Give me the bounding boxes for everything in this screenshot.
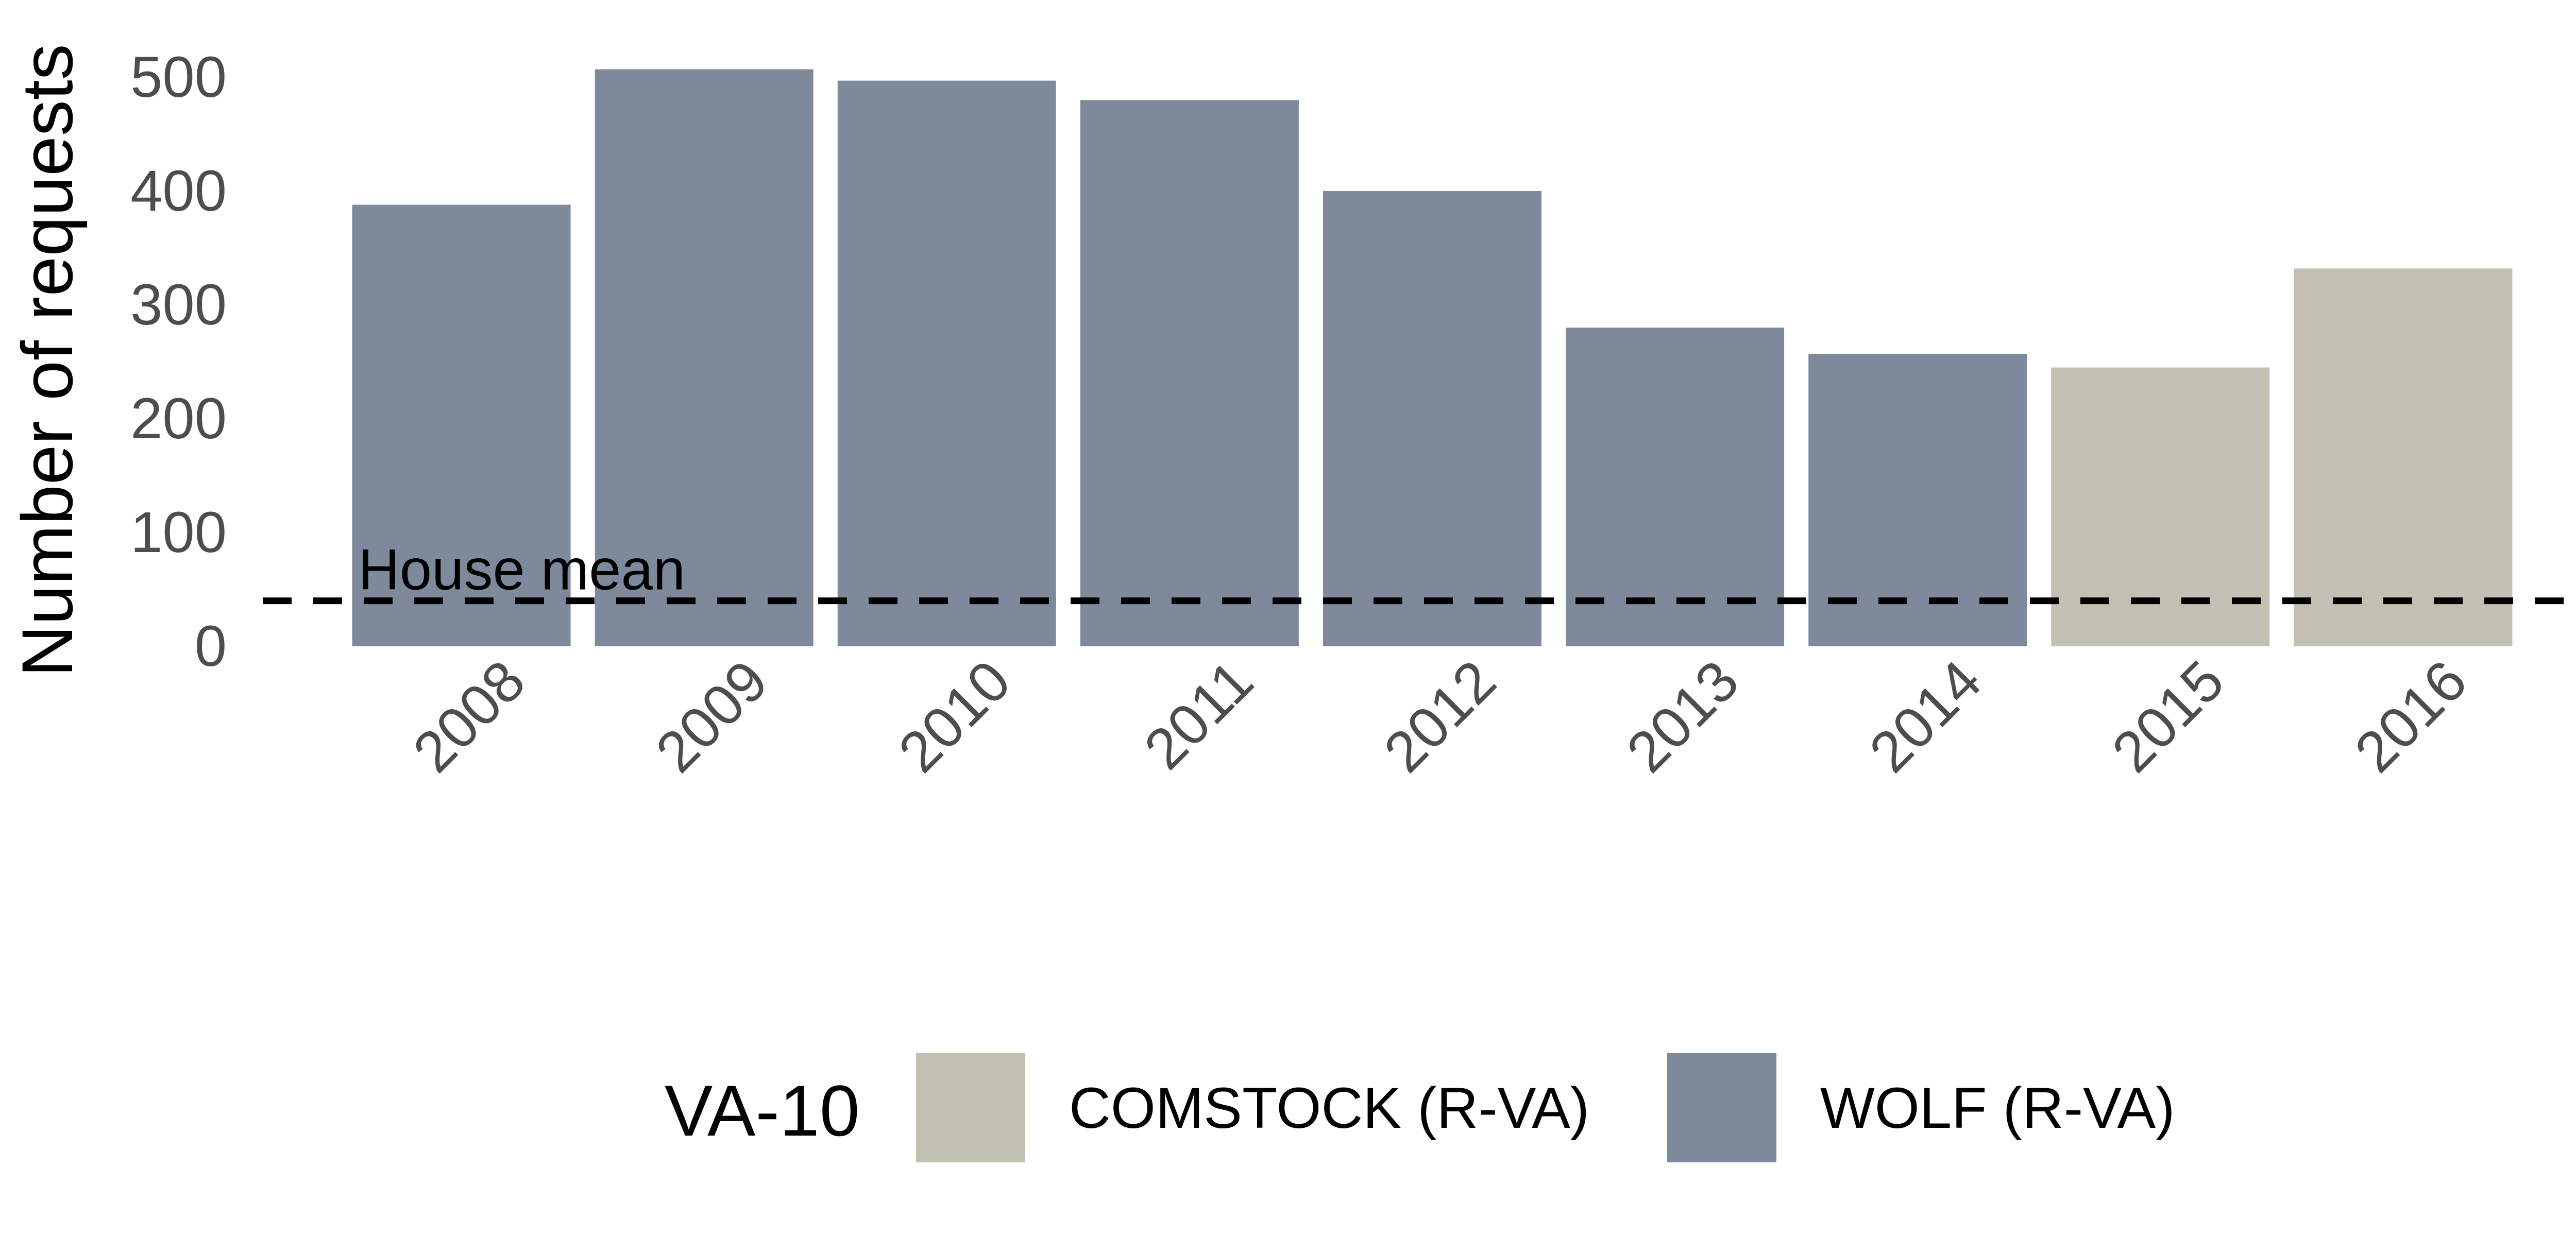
legend-label-wolf: WOLF (R-VA)	[1820, 1076, 2175, 1140]
y-tick-label-300: 300	[130, 272, 227, 337]
bar-2011	[1080, 100, 1299, 647]
bar-2009	[595, 69, 814, 646]
y-tick-label-200: 200	[130, 386, 227, 451]
x-tick-label-2015: 2015	[2100, 648, 2236, 785]
x-tick-labels: 2008 2009 2010 2011 2012 2013 2014 2015 2016	[401, 648, 2479, 785]
legend-title: VA-10	[665, 1070, 860, 1151]
bar-2008	[352, 204, 571, 646]
bar-2010	[837, 80, 1056, 646]
x-tick-label-2013: 2013	[1615, 648, 1751, 785]
bars-group	[352, 69, 2513, 647]
x-tick-label-2014: 2014	[1857, 648, 1994, 785]
x-tick-label-2016: 2016	[2343, 648, 2479, 785]
x-tick-label-2009: 2009	[643, 648, 780, 785]
legend-swatch-comstock	[916, 1053, 1025, 1162]
x-tick-label-2011: 2011	[1132, 648, 1265, 782]
y-tick-label-500: 500	[130, 45, 227, 109]
legend-swatch-wolf	[1667, 1053, 1776, 1162]
y-tick-label-0: 0	[195, 614, 227, 678]
y-tick-label-100: 100	[130, 500, 227, 564]
x-tick-label-2012: 2012	[1371, 648, 1508, 785]
legend-label-comstock: COMSTOCK (R-VA)	[1069, 1076, 1589, 1140]
legend: VA-10 COMSTOCK (R-VA) WOLF (R-VA)	[665, 1053, 2175, 1162]
bar-2016	[2294, 268, 2513, 646]
x-tick-label-2010: 2010	[886, 648, 1023, 785]
x-tick-label-2008: 2008	[401, 648, 537, 785]
y-tick-label-400: 400	[130, 159, 227, 223]
bar-2015	[2051, 367, 2270, 646]
bar-2012	[1323, 191, 1541, 646]
house-mean-label: House mean	[358, 538, 685, 602]
bar-2013	[1566, 328, 1785, 646]
y-tick-labels: 0 100 200 300 400 500	[130, 45, 227, 678]
y-axis-title: Number of requests	[7, 44, 88, 677]
